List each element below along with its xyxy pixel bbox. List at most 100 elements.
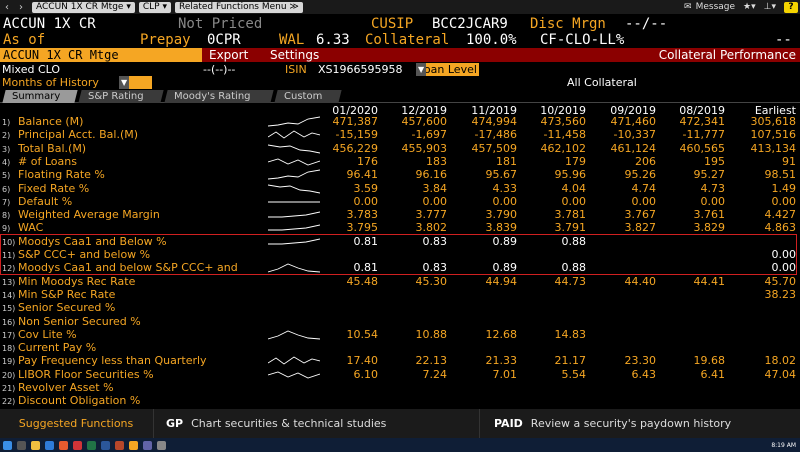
table-cell: 3.827 xyxy=(624,221,657,235)
pricing-status: Not Priced xyxy=(178,16,263,32)
suggested-function-paid[interactable]: PAID Review a security's paydown history xyxy=(479,409,800,438)
column-header: 01/2020 xyxy=(332,104,378,117)
table-cell: 455,903 xyxy=(401,141,448,155)
table-row[interactable]: 1) Balance (M) 471,387 457,600 474,994 473,56… xyxy=(0,115,800,128)
tab-custom[interactable]: Custom xyxy=(274,90,342,103)
edge-icon[interactable] xyxy=(45,440,54,450)
bloomberg-icon[interactable] xyxy=(129,440,138,450)
row-label: WAC xyxy=(18,221,44,235)
related-functions-menu[interactable]: Related Functions Menu ≫ xyxy=(174,1,303,13)
table-row[interactable]: 12) Moodys Caa1 and below S&P CCC+ and 0.8… xyxy=(0,261,800,274)
row-number: 7) xyxy=(2,197,11,207)
teams-icon[interactable] xyxy=(143,440,152,450)
tab-summary[interactable]: Summary xyxy=(2,90,78,103)
table-row[interactable]: 2) Principal Acct. Bal.(M) -15,159 -1,697 -1… xyxy=(0,128,800,141)
table-row[interactable]: 22) Discount Obligation % xyxy=(0,394,800,407)
folder-icon[interactable] xyxy=(31,440,40,450)
table-cell: -15,159 xyxy=(335,128,378,142)
table-row[interactable]: 11) S&P CCC+ and below % 0.00 xyxy=(0,248,800,261)
row-number: 12) xyxy=(2,264,16,274)
firefox-icon[interactable] xyxy=(59,440,68,450)
row-label: Fixed Rate % xyxy=(18,181,90,195)
table-row[interactable]: 19) Pay Frequency less than Quarterly 17.4… xyxy=(0,354,800,367)
app-icon[interactable] xyxy=(157,440,166,450)
table-row[interactable]: 10) Moodys Caa1 and Below % 0.81 0.83 0.89 0.… xyxy=(0,235,800,248)
table-row[interactable]: 6) Fixed Rate % 3.59 3.84 4.33 4.04 4.74 4.73 1.… xyxy=(0,182,800,195)
table-row[interactable]: 14) Min S&P Rec Rate 38.23 xyxy=(0,288,800,301)
table-row[interactable]: 4) # of Loans 176 183 181 179 206 195 91 xyxy=(0,155,800,168)
security-field[interactable]: ACCUN 1X CR Mtge xyxy=(0,48,202,62)
forward-arrow-icon[interactable]: › xyxy=(19,1,23,13)
sparkline-icon[interactable] xyxy=(268,116,320,127)
table-cell: 95.27 xyxy=(693,168,726,182)
pdf-icon[interactable] xyxy=(73,440,82,450)
table-row[interactable]: 15) Senior Secured % xyxy=(0,301,800,314)
sparkline-icon[interactable] xyxy=(268,236,320,247)
suggested-functions-label[interactable]: Suggested Functions xyxy=(18,417,134,430)
wal-label: WAL xyxy=(279,32,305,48)
table-cell: 3.795 xyxy=(346,221,379,235)
sparkline-icon[interactable] xyxy=(268,156,320,167)
tab-moodys-rating[interactable]: Moody's Rating xyxy=(164,90,274,103)
pin-icon[interactable]: ⊥▾ xyxy=(763,2,776,12)
collateral-value: 100.0% xyxy=(466,32,517,48)
sparkline-icon[interactable] xyxy=(268,369,320,380)
table-row[interactable]: 5) Floating Rate % 96.41 96.16 95.67 95.96 95.… xyxy=(0,168,800,181)
search-icon[interactable] xyxy=(17,440,26,450)
sparkline-icon[interactable] xyxy=(268,143,320,154)
prepay-value: 0CPR xyxy=(207,32,241,48)
table-row[interactable]: 16) Non Senior Secured % xyxy=(0,315,800,328)
row-label: # of Loans xyxy=(18,154,77,168)
table-cell: 18.02 xyxy=(764,354,797,368)
cusip-label: CUSIP xyxy=(371,16,414,32)
excel-icon[interactable] xyxy=(87,440,96,450)
export-menu[interactable]: Export xyxy=(209,48,249,62)
table-cell: 44.94 xyxy=(485,274,518,288)
table-cell: 456,229 xyxy=(332,141,379,155)
back-arrow-icon[interactable]: ‹ xyxy=(5,1,9,13)
scope-label: All Collateral xyxy=(567,76,637,89)
security-dropdown[interactable]: ACCUN 1X CR Mtge ▾ xyxy=(32,1,135,13)
sparkline-icon[interactable] xyxy=(268,262,320,273)
row-label: Revolver Asset % xyxy=(18,381,114,394)
windows-start-icon[interactable] xyxy=(3,440,12,450)
table-row[interactable]: 3) Total Bal.(M) 456,229 455,903 457,509 462,… xyxy=(0,142,800,155)
help-button[interactable]: ? xyxy=(784,1,798,13)
table-row[interactable]: 17) Cov Lite % 10.54 10.88 12.68 14.83 xyxy=(0,328,800,341)
tab-sp-rating[interactable]: S&P Rating xyxy=(78,90,164,103)
word-icon[interactable] xyxy=(101,440,110,450)
sparkline-icon[interactable] xyxy=(268,196,320,207)
table-row[interactable]: 20) LIBOR Floor Securities % 6.10 7.24 7.01 5… xyxy=(0,368,800,381)
taskbar-clock: 8:19 AM xyxy=(771,441,796,449)
row-number: 10) xyxy=(2,237,16,247)
sparkline-icon[interactable] xyxy=(268,129,320,140)
table-row[interactable]: 21) Revolver Asset % xyxy=(0,381,800,394)
as-of-label: As of xyxy=(3,32,46,48)
sparkline-icon[interactable] xyxy=(268,222,320,233)
table-row[interactable]: 13) Min Moodys Rec Rate 45.48 45.30 44.94 44.… xyxy=(0,275,800,288)
suggested-function-gp[interactable]: GP Chart securities & technical studies xyxy=(153,409,478,438)
row-number: 1) xyxy=(2,118,11,127)
settings-menu[interactable]: Settings xyxy=(270,48,320,62)
sparkline-icon[interactable] xyxy=(268,329,320,340)
table-cell: 19.68 xyxy=(693,354,726,368)
table-row[interactable]: 7) Default % 0.00 0.00 0.00 0.00 0.00 0.00 0.00 xyxy=(0,195,800,208)
table-cell: 471,387 xyxy=(332,115,379,128)
table-cell: 0.00 xyxy=(771,261,797,275)
table-cell: 38.23 xyxy=(764,287,797,301)
table-row[interactable]: 8) Weighted Average Margin 3.783 3.777 3.790… xyxy=(0,208,800,221)
clp-dropdown[interactable]: CLP ▾ xyxy=(138,1,171,13)
powerpoint-icon[interactable] xyxy=(115,440,124,450)
table-cell: 0.00 xyxy=(353,194,379,208)
message-button[interactable]: ✉ Message xyxy=(684,2,736,12)
table-row[interactable]: 9) WAC 3.795 3.802 3.839 3.791 3.827 3.829 4.863 xyxy=(0,221,800,234)
table-cell: 12.68 xyxy=(485,327,518,341)
table-cell: 413,134 xyxy=(750,141,797,155)
sparkline-icon[interactable] xyxy=(268,169,320,180)
row-number: 21) xyxy=(2,384,16,393)
table-row[interactable]: 18) Current Pay % xyxy=(0,341,800,354)
star-icon[interactable]: ★▾ xyxy=(743,2,756,12)
sparkline-icon[interactable] xyxy=(268,355,320,366)
sparkline-icon[interactable] xyxy=(268,183,320,194)
sparkline-icon[interactable] xyxy=(268,209,320,220)
